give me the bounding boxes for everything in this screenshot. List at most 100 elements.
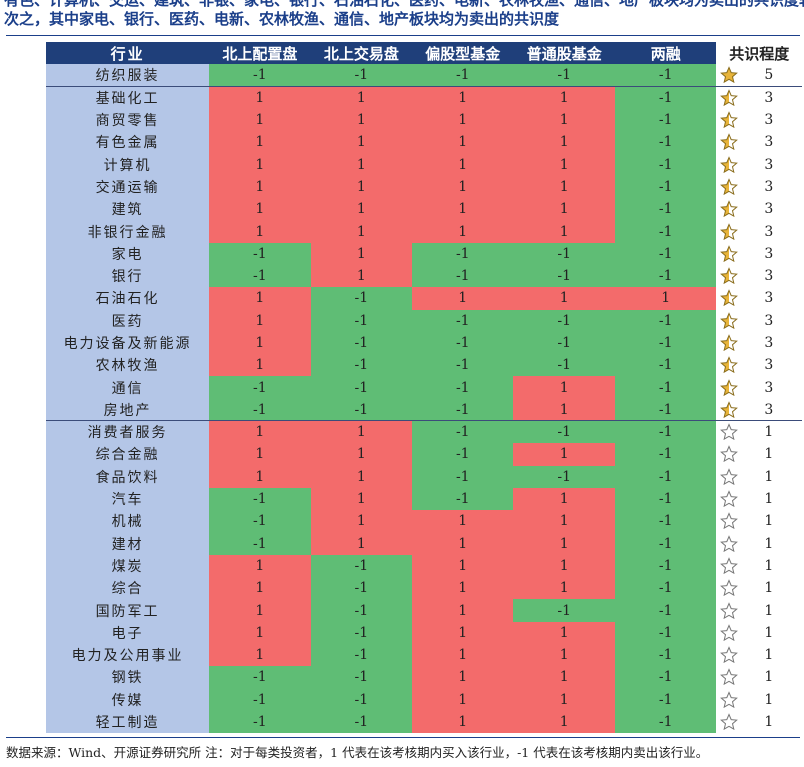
- industry-name: 农林牧渔: [46, 354, 210, 377]
- signal-cell: 1: [412, 108, 514, 132]
- signal-cell: -1: [412, 264, 514, 288]
- consensus-value: 3: [764, 245, 774, 262]
- signal-cell: 1: [513, 710, 615, 734]
- industry-name: 传媒: [46, 688, 210, 711]
- signal-cell: -1: [310, 376, 413, 399]
- signal-cell: -1: [614, 354, 717, 377]
- signal-cell: -1: [614, 242, 717, 265]
- signal-cell: 1: [412, 86, 514, 109]
- signal-cell: 1: [209, 287, 311, 310]
- signal-cell: -1: [310, 554, 413, 578]
- signal-cell: -1: [209, 487, 311, 511]
- consensus-value: 3: [764, 156, 774, 173]
- signal-cell: -1: [614, 599, 717, 622]
- signal-cell: -1: [614, 666, 717, 689]
- signal-cell: 1: [412, 532, 514, 555]
- table-row: 石油石化 1 -1 1 1 1 3: [46, 287, 802, 310]
- signal-cell: 1: [209, 621, 311, 645]
- signal-cell: 1: [209, 554, 311, 578]
- table-row: 电力及公用事业 1 -1 1 1 -1 1: [46, 644, 802, 667]
- signal-cell: -1: [614, 220, 717, 243]
- signal-cell: -1: [209, 264, 311, 288]
- star-icon: [720, 579, 739, 597]
- table-row: 消费者服务 1 1 -1 -1 -1 1: [46, 421, 802, 444]
- signal-cell: 1: [412, 198, 514, 221]
- consensus-value: 1: [764, 669, 774, 686]
- star-icon: [720, 690, 739, 709]
- consensus-value: 1: [764, 691, 774, 708]
- star-icon: [720, 200, 739, 218]
- signal-cell: 1: [513, 577, 615, 600]
- consensus-cell: 1: [716, 510, 802, 533]
- table-row: 房地产 -1 -1 -1 1 -1 3: [46, 398, 802, 422]
- consensus-value: 3: [764, 335, 774, 351]
- consensus-cell: 3: [716, 287, 802, 310]
- star-icon: [720, 534, 739, 553]
- signal-cell: 1: [310, 86, 413, 109]
- star-icon: [720, 646, 739, 664]
- signal-cell: -1: [412, 242, 514, 265]
- star-icon: [720, 512, 739, 530]
- caption-line-1: 有色、计算机、交运、建筑、非银、家电、银行、石油石化、医药、电新、农林牧渔、通信…: [4, 0, 804, 9]
- signal-cell: -1: [513, 309, 615, 332]
- signal-cell: -1: [310, 599, 413, 622]
- signal-cell: 1: [513, 398, 615, 422]
- signal-cell: -1: [513, 599, 615, 622]
- top-rule: [6, 35, 800, 36]
- signal-cell: 1: [209, 86, 311, 109]
- signal-cell: 1: [209, 309, 311, 332]
- industry-name: 医药: [46, 309, 210, 332]
- signal-cell: -1: [209, 398, 311, 422]
- star-icon: [720, 468, 739, 486]
- star-icon: [720, 222, 739, 241]
- signal-cell: 1: [513, 688, 615, 711]
- signal-cell: 1: [310, 421, 413, 444]
- table-row: 国防军工 1 -1 1 -1 -1 1: [46, 599, 802, 622]
- signal-cell: -1: [614, 487, 717, 511]
- consensus-cell: 3: [716, 264, 802, 288]
- industry-name: 有色金属: [46, 131, 210, 154]
- signal-cell: 1: [412, 644, 514, 667]
- star-icon: [720, 557, 739, 575]
- signal-cell: 1: [513, 131, 615, 154]
- signal-cell: -1: [614, 64, 717, 87]
- consensus-cell: 3: [716, 198, 802, 221]
- signal-cell: 1: [209, 421, 311, 444]
- signal-cell: 1: [412, 577, 514, 600]
- header-margin-trading: 两融: [615, 42, 717, 65]
- signal-cell: -1: [412, 64, 514, 87]
- signal-cell: -1: [412, 443, 514, 466]
- consensus-value: 1: [764, 535, 774, 552]
- signal-cell: 1: [412, 175, 514, 199]
- signal-cell: -1: [614, 86, 717, 109]
- header-equity-biased-fund: 偏股型基金: [412, 42, 514, 65]
- signal-cell: -1: [513, 64, 615, 87]
- signal-cell: 1: [412, 599, 514, 622]
- consensus-value: 1: [764, 491, 774, 508]
- consensus-value: 3: [764, 134, 774, 151]
- table-row: 农林牧渔 1 -1 -1 -1 -1 3: [46, 354, 802, 377]
- signal-cell: 1: [310, 264, 413, 288]
- consensus-value: 3: [764, 357, 774, 374]
- signal-cell: -1: [513, 421, 615, 444]
- consensus-value: 1: [764, 446, 774, 463]
- industry-name: 基础化工: [46, 86, 210, 109]
- star-icon: [720, 490, 739, 508]
- consensus-cell: 1: [716, 599, 802, 622]
- signal-cell: 1: [209, 220, 311, 243]
- table-row: 煤炭 1 -1 1 1 -1 1: [46, 554, 802, 578]
- consensus-cell: 3: [716, 376, 802, 399]
- signal-cell: -1: [614, 577, 717, 600]
- signal-cell: 1: [310, 465, 413, 488]
- table-row: 汽车 -1 1 -1 1 -1 1: [46, 487, 802, 511]
- signal-cell: -1: [209, 242, 311, 265]
- industry-name: 机械: [46, 510, 210, 533]
- industry-name: 家电: [46, 242, 210, 265]
- table-row: 有色金属 1 1 1 1 -1 3: [46, 131, 802, 154]
- header-north-allocation: 北上配置盘: [209, 42, 311, 65]
- consensus-table: 行业 北上配置盘 北上交易盘 偏股型基金 普通股基金 两融 共识程度 纺织服装 -…: [46, 42, 803, 734]
- signal-cell: 1: [513, 175, 615, 199]
- signal-cell: 1: [513, 554, 615, 578]
- signal-cell: 1: [412, 131, 514, 154]
- star-icon: [720, 245, 739, 263]
